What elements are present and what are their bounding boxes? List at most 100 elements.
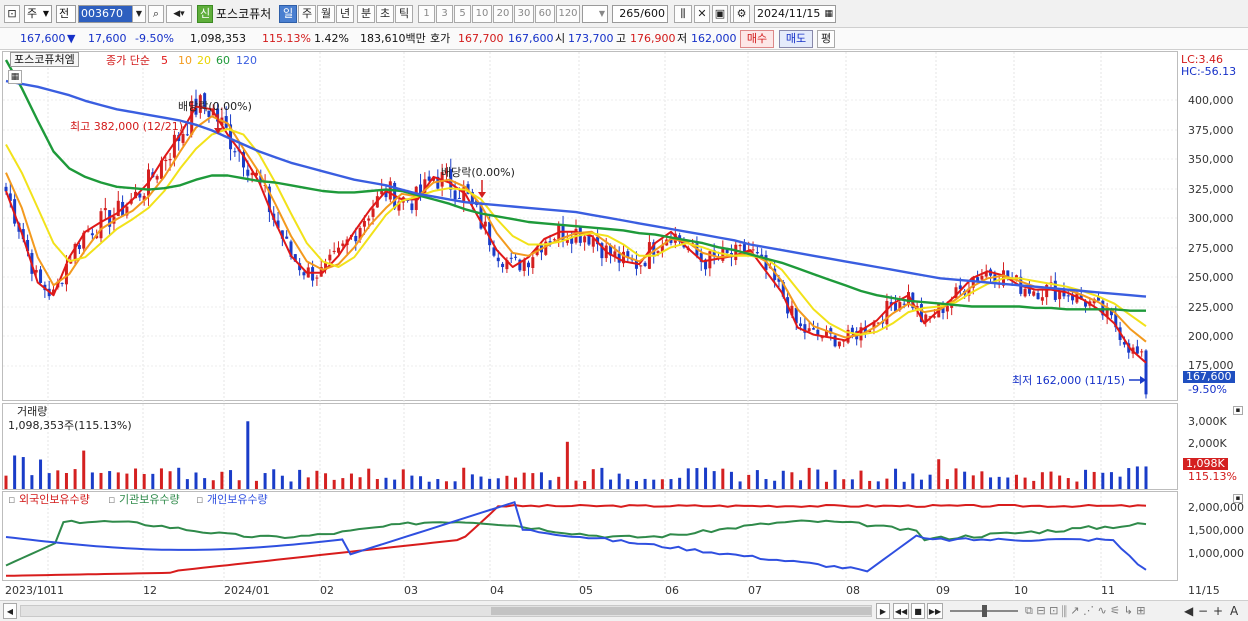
price-pane[interactable] — [2, 51, 1178, 401]
interval-dropdown[interactable]: ▼ — [582, 5, 608, 23]
candle-body — [39, 269, 43, 283]
tab-period-tick[interactable]: 틱 — [395, 5, 413, 23]
stop-icon[interactable]: ■ — [911, 603, 925, 619]
volume-bar — [859, 470, 863, 489]
crosshair-icon[interactable]: ✕ — [694, 5, 710, 23]
interval-30[interactable]: 30 — [514, 5, 534, 23]
candle-body — [773, 268, 777, 280]
volume-bar — [1075, 481, 1079, 489]
volume-bar — [824, 481, 828, 489]
volume-bar — [660, 479, 664, 489]
scroll-left-small-icon[interactable]: ◀ — [1184, 604, 1194, 618]
count-input[interactable]: 265/600 — [612, 5, 668, 23]
candle-body — [902, 303, 906, 305]
chevron-down-icon[interactable]: ▼ — [132, 5, 146, 23]
candle-body — [876, 322, 880, 324]
volume-bar — [211, 480, 215, 489]
sell-button[interactable]: 매도 — [779, 30, 813, 48]
y-tick: 350,000 — [1188, 153, 1234, 166]
volume-bar — [876, 481, 880, 489]
interval-3[interactable]: 3 — [436, 5, 453, 23]
buy-button[interactable]: 매수 — [740, 30, 774, 48]
speaker-icon[interactable]: ◀▾ — [166, 5, 192, 23]
volume-bar — [1006, 477, 1010, 489]
change-arrow-icon: ▼ — [67, 32, 76, 45]
volume-bar — [971, 475, 975, 489]
x-tick: 11/15 — [1188, 584, 1220, 597]
search-icon[interactable]: ⌕ — [148, 5, 164, 23]
legend-foreign[interactable]: ▫ 외국인보유수량 — [8, 493, 90, 506]
volume-bar — [151, 473, 155, 489]
candle-body — [639, 265, 643, 267]
tab-period-week[interactable]: 주 — [298, 5, 316, 23]
stock-legend[interactable]: 포스코퓨처엠 — [10, 52, 79, 67]
candle-body — [971, 277, 975, 288]
drawing-tools-icons[interactable]: ⧉ ⊟ ⊡ ⫼ ↗ ⋰ ∿ ⚟ ↳ ⊞ — [1025, 604, 1146, 617]
volume-bar — [367, 468, 371, 489]
legend-individual[interactable]: ▫ 개인보유수량 — [196, 493, 268, 506]
low-marker-arrow — [1140, 376, 1146, 384]
candle-body — [380, 189, 384, 195]
volume-bar — [1058, 475, 1062, 489]
horizontal-scrollbar[interactable] — [20, 605, 872, 617]
grid-toggle-icon[interactable]: ▦ — [8, 70, 22, 84]
zoom-in-icon[interactable]: + — [1213, 604, 1224, 618]
pane-close-icon[interactable]: ▪ — [1233, 494, 1243, 503]
volume-bar — [142, 474, 146, 489]
fast-forward-icon[interactable]: ▶▶ — [927, 603, 943, 619]
gear-icon[interactable]: ⚙ — [733, 5, 750, 23]
interval-60[interactable]: 60 — [535, 5, 555, 23]
tab-period-minute[interactable]: 분 — [357, 5, 375, 23]
count-value: 265 — [619, 7, 641, 20]
volume-bar — [393, 479, 397, 489]
volume-bar — [99, 472, 103, 489]
interval-1[interactable]: 1 — [418, 5, 435, 23]
candle-body — [285, 236, 289, 239]
holding-pane[interactable] — [2, 491, 1178, 581]
interval-5[interactable]: 5 — [454, 5, 471, 23]
interval-20[interactable]: 20 — [493, 5, 513, 23]
volume-bar — [514, 477, 518, 489]
dividend-marker-arrow — [478, 192, 486, 198]
volume-bar — [134, 468, 138, 489]
main-toolbar: ⊡ 주 ▼ 전 003670 ▼ ⌕ ◀▾ 신 포스코퓨처 일 주 월 년 분 초… — [0, 0, 1248, 28]
chart-menu-icon[interactable]: ⊡ — [4, 5, 20, 23]
tab-period-day[interactable]: 일 — [279, 5, 297, 23]
stock-legend-name: 포스코퓨처엠 — [14, 53, 75, 66]
volume-bar — [600, 467, 604, 489]
tab-period-second[interactable]: 초 — [376, 5, 394, 23]
interval-120[interactable]: 120 — [556, 5, 580, 23]
volume-bar — [652, 479, 656, 489]
volume-pane[interactable] — [2, 403, 1178, 490]
period-select[interactable]: 주 ▼ — [24, 5, 52, 23]
candle-body — [470, 191, 474, 203]
rewind-icon[interactable]: ◀◀ — [893, 603, 909, 619]
candle-body — [324, 261, 328, 269]
ma60-label: 60 — [216, 54, 230, 67]
legend-institution[interactable]: ▫ 기관보유수량 — [108, 493, 180, 506]
candle-type-icon[interactable]: ⫼ — [674, 5, 692, 23]
volume-bar — [194, 472, 198, 489]
scroll-left-icon[interactable]: ◀ — [3, 603, 17, 619]
stock-code-input[interactable]: 003670 — [78, 5, 146, 23]
save-icon[interactable]: ▣ — [712, 5, 728, 23]
average-button[interactable]: 평 — [817, 30, 835, 48]
tab-period-month[interactable]: 월 — [317, 5, 335, 23]
zoom-out-icon[interactable]: − — [1198, 604, 1209, 618]
volume-bar — [773, 480, 777, 489]
candle-body — [850, 327, 854, 333]
scroll-thumb[interactable] — [491, 607, 871, 615]
pane-close-icon[interactable]: ▪ — [1233, 406, 1243, 415]
category-select[interactable]: 전 — [56, 5, 76, 23]
candle-body — [527, 262, 530, 268]
zoom-slider-handle[interactable] — [982, 605, 987, 617]
x-tick: 11 — [1101, 584, 1115, 597]
auto-scale-icon[interactable]: A — [1230, 604, 1239, 618]
volume-bar — [64, 473, 68, 489]
tab-period-year[interactable]: 년 — [336, 5, 354, 23]
scroll-right-icon[interactable]: ▶ — [876, 603, 890, 619]
date-value: 2024/11/15 — [757, 7, 821, 20]
date-input[interactable]: 2024/11/15 ▦ — [754, 5, 836, 23]
interval-10[interactable]: 10 — [472, 5, 492, 23]
